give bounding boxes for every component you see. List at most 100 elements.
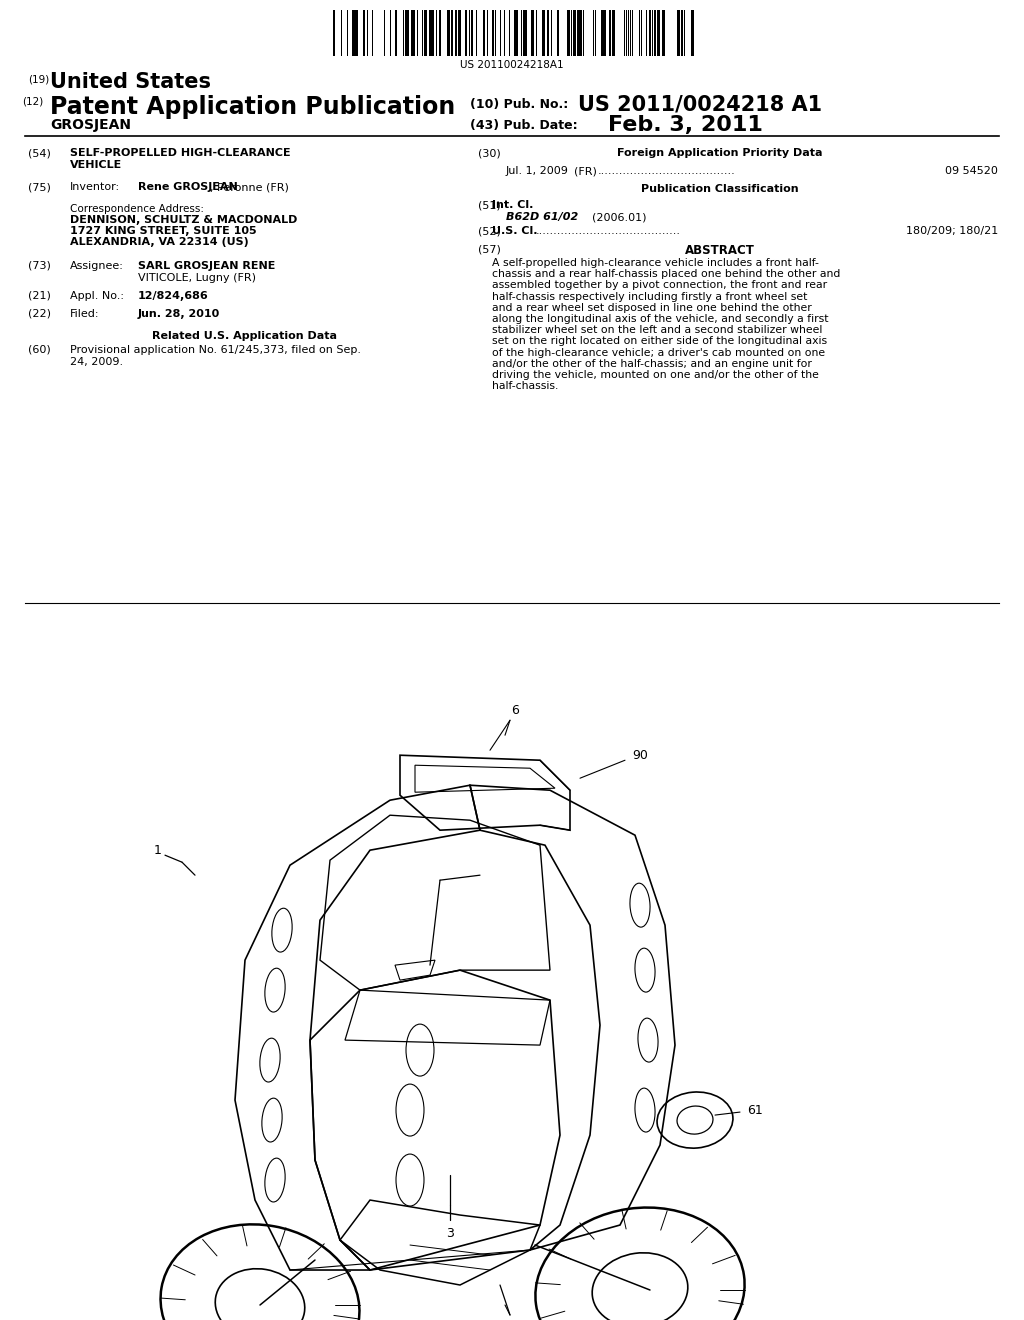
Bar [458,11,461,55]
Text: assembled together by a pivot connection, the front and rear: assembled together by a pivot connection… [492,280,827,290]
Text: 6: 6 [511,704,519,717]
Text: (51): (51) [478,201,501,210]
Bar [609,11,611,55]
Text: (22): (22) [28,309,51,319]
Bar [411,11,413,55]
Text: (60): (60) [28,345,51,355]
Text: of the high-clearance vehicle; a driver's cab mounted on one: of the high-clearance vehicle; a driver'… [492,347,825,358]
Text: 61: 61 [748,1104,763,1117]
Text: 180/209; 180/21: 180/209; 180/21 [906,226,998,236]
Text: (57): (57) [478,244,501,253]
Text: SARL GROSJEAN RENE: SARL GROSJEAN RENE [138,261,275,271]
Bar [654,11,656,55]
Bar [567,11,570,55]
Text: (52): (52) [478,226,501,236]
Text: ........................................: ........................................ [536,226,681,236]
Bar [692,11,694,55]
Bar [657,11,660,55]
Text: , Peronne (FR): , Peronne (FR) [210,182,289,191]
Bar [395,11,397,55]
Bar [542,11,545,55]
Text: ALEXANDRIA, VA 22314 (US): ALEXANDRIA, VA 22314 (US) [70,238,249,247]
Text: (21): (21) [28,290,51,301]
Text: (54): (54) [28,148,51,158]
Bar [471,11,473,55]
Bar [649,11,651,55]
Text: driving the vehicle, mounted on one and/or the other of the: driving the vehicle, mounted on one and/… [492,370,819,380]
Text: (43) Pub. Date:: (43) Pub. Date: [470,119,578,132]
Text: United States: United States [50,73,211,92]
Text: Appl. No.:: Appl. No.: [70,290,124,301]
Text: Feb. 3, 2011: Feb. 3, 2011 [608,115,763,135]
Text: 90: 90 [632,748,648,762]
Bar [429,11,431,55]
Bar [601,11,603,55]
Bar [681,11,683,55]
Bar [407,11,409,55]
Text: US 20110024218A1: US 20110024218A1 [460,59,564,70]
Bar [362,11,365,55]
Text: SELF-PROPELLED HIGH-CLEARANCE: SELF-PROPELLED HIGH-CLEARANCE [70,148,291,158]
Text: (19): (19) [28,74,49,84]
Bar [424,11,427,55]
Text: chassis and a rear half-chassis placed one behind the other and: chassis and a rear half-chassis placed o… [492,269,841,280]
Text: stabilizer wheel set on the left and a second stabilizer wheel: stabilizer wheel set on the left and a s… [492,325,822,335]
Bar [577,11,580,55]
Bar [662,11,665,55]
Text: Inventor:: Inventor: [70,182,120,191]
Text: VITICOLE, Lugny (FR): VITICOLE, Lugny (FR) [138,273,256,282]
Text: DENNISON, SCHULTZ & MACDONALD: DENNISON, SCHULTZ & MACDONALD [70,215,297,224]
Text: VEHICLE: VEHICLE [70,160,122,170]
Text: Foreign Application Priority Data: Foreign Application Priority Data [617,148,822,158]
Text: (73): (73) [28,261,51,271]
Text: 1: 1 [154,843,162,857]
Bar [439,11,441,55]
Text: and a rear wheel set disposed in line one behind the other: and a rear wheel set disposed in line on… [492,302,812,313]
Text: Patent Application Publication: Patent Application Publication [50,95,456,119]
Text: GROSJEAN: GROSJEAN [50,117,131,132]
Text: Filed:: Filed: [70,309,99,319]
Text: ABSTRACT: ABSTRACT [685,244,755,257]
Text: 12/824,686: 12/824,686 [138,290,209,301]
Bar [603,11,606,55]
Text: 09 54520: 09 54520 [945,166,998,176]
Text: Jul. 1, 2009: Jul. 1, 2009 [506,166,569,176]
Text: along the longitudinal axis of the vehicle, and secondly a first: along the longitudinal axis of the vehic… [492,314,828,323]
Text: Provisional application No. 61/245,373, filed on Sep.: Provisional application No. 61/245,373, … [70,345,361,355]
Text: half-chassis.: half-chassis. [492,381,558,391]
Bar [333,11,335,55]
Text: ......................................: ...................................... [598,166,736,176]
Bar [580,11,582,55]
Text: Int. Cl.: Int. Cl. [492,201,534,210]
Text: and/or the other of the half-chassis; and an engine unit for: and/or the other of the half-chassis; an… [492,359,812,368]
Bar [677,11,680,55]
Text: (10) Pub. No.:: (10) Pub. No.: [470,98,568,111]
Text: 1727 KING STREET, SUITE 105: 1727 KING STREET, SUITE 105 [70,226,257,236]
Text: Assignee:: Assignee: [70,261,124,271]
Text: Related U.S. Application Data: Related U.S. Application Data [152,331,337,341]
Bar [525,11,527,55]
Text: A self-propelled high-clearance vehicle includes a front half-: A self-propelled high-clearance vehicle … [492,257,819,268]
Bar [514,11,517,55]
Text: Rene GROSJEAN: Rene GROSJEAN [138,182,238,191]
Text: 3: 3 [446,1226,454,1239]
Text: (2006.01): (2006.01) [592,213,646,222]
Text: B62D 61/02: B62D 61/02 [506,213,579,222]
Bar [413,11,415,55]
Bar [451,11,453,55]
Text: (FR): (FR) [574,166,597,176]
Bar [523,11,525,55]
Text: Publication Classification: Publication Classification [641,183,799,194]
Bar [547,11,549,55]
Bar [557,11,559,55]
Text: (12): (12) [22,96,43,107]
Text: Correspondence Address:: Correspondence Address: [70,205,204,214]
Text: U.S. Cl.: U.S. Cl. [492,226,538,236]
Text: set on the right located on either side of the longitudinal axis: set on the right located on either side … [492,337,827,346]
Bar [531,11,534,55]
Bar [355,11,358,55]
Text: (75): (75) [28,182,51,191]
Bar [465,11,467,55]
Bar [573,11,575,55]
Text: Jun. 28, 2010: Jun. 28, 2010 [138,309,220,319]
